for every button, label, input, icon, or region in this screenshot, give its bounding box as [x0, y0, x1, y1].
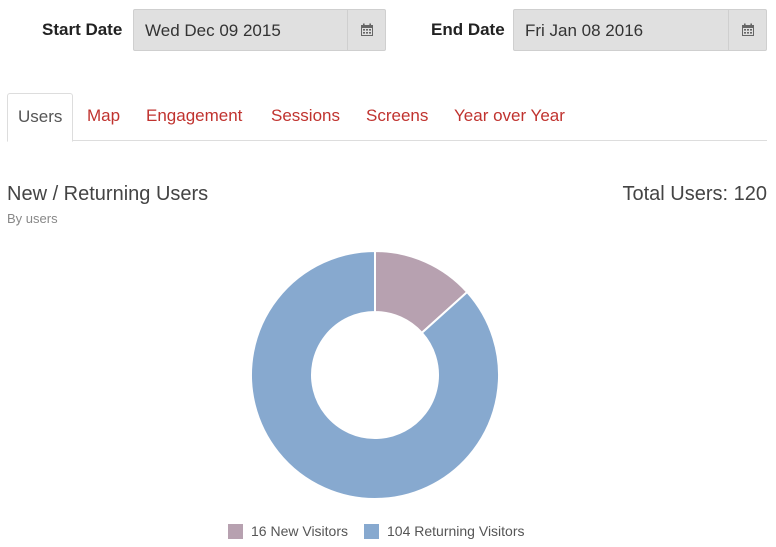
legend-swatch-new-visitors [228, 523, 243, 539]
chart-title: New / Returning Users [7, 183, 209, 205]
start-date-label: Start Date [42, 20, 123, 39]
tab-screens[interactable]: Screens [366, 106, 429, 125]
tab-year-over-year[interactable]: Year over Year [454, 106, 565, 125]
calendar-icon [360, 23, 373, 36]
report-tabs: Users Map Engagement Sessions Screens Ye… [7, 93, 767, 142]
donut-chart [250, 249, 500, 500]
donut-slice-returning-visitors[interactable] [250, 249, 500, 500]
legend-item-returning-visitors[interactable]: 104 Returning Visitors [364, 523, 525, 539]
end-date-value: Fri Jan 08 2016 [525, 21, 644, 40]
total-users: Total Users: 120 [622, 183, 767, 205]
legend-swatch-returning-visitors [364, 523, 380, 539]
tab-users[interactable]: Users [7, 93, 74, 142]
legend-label-new-visitors: 16 New Visitors [251, 523, 349, 539]
chart-legend: 16 New Visitors 104 Returning Visitors [228, 521, 541, 541]
legend-item-new-visitors[interactable]: 16 New Visitors [228, 523, 348, 539]
end-date-calendar-button[interactable] [728, 10, 766, 50]
end-date-field[interactable]: Fri Jan 08 2016 [513, 9, 767, 51]
legend-label-returning-visitors: 104 Returning Visitors [387, 523, 525, 539]
start-date-field[interactable]: Wed Dec 09 2015 [133, 9, 386, 51]
chart-subtitle: By users [7, 211, 58, 226]
calendar-icon [741, 23, 754, 36]
end-date-label: End Date [431, 20, 505, 39]
tab-sessions[interactable]: Sessions [271, 106, 340, 125]
start-date-calendar-button[interactable] [347, 10, 385, 50]
tab-map[interactable]: Map [87, 106, 121, 125]
start-date-value: Wed Dec 09 2015 [145, 21, 281, 40]
tab-engagement[interactable]: Engagement [146, 106, 243, 125]
